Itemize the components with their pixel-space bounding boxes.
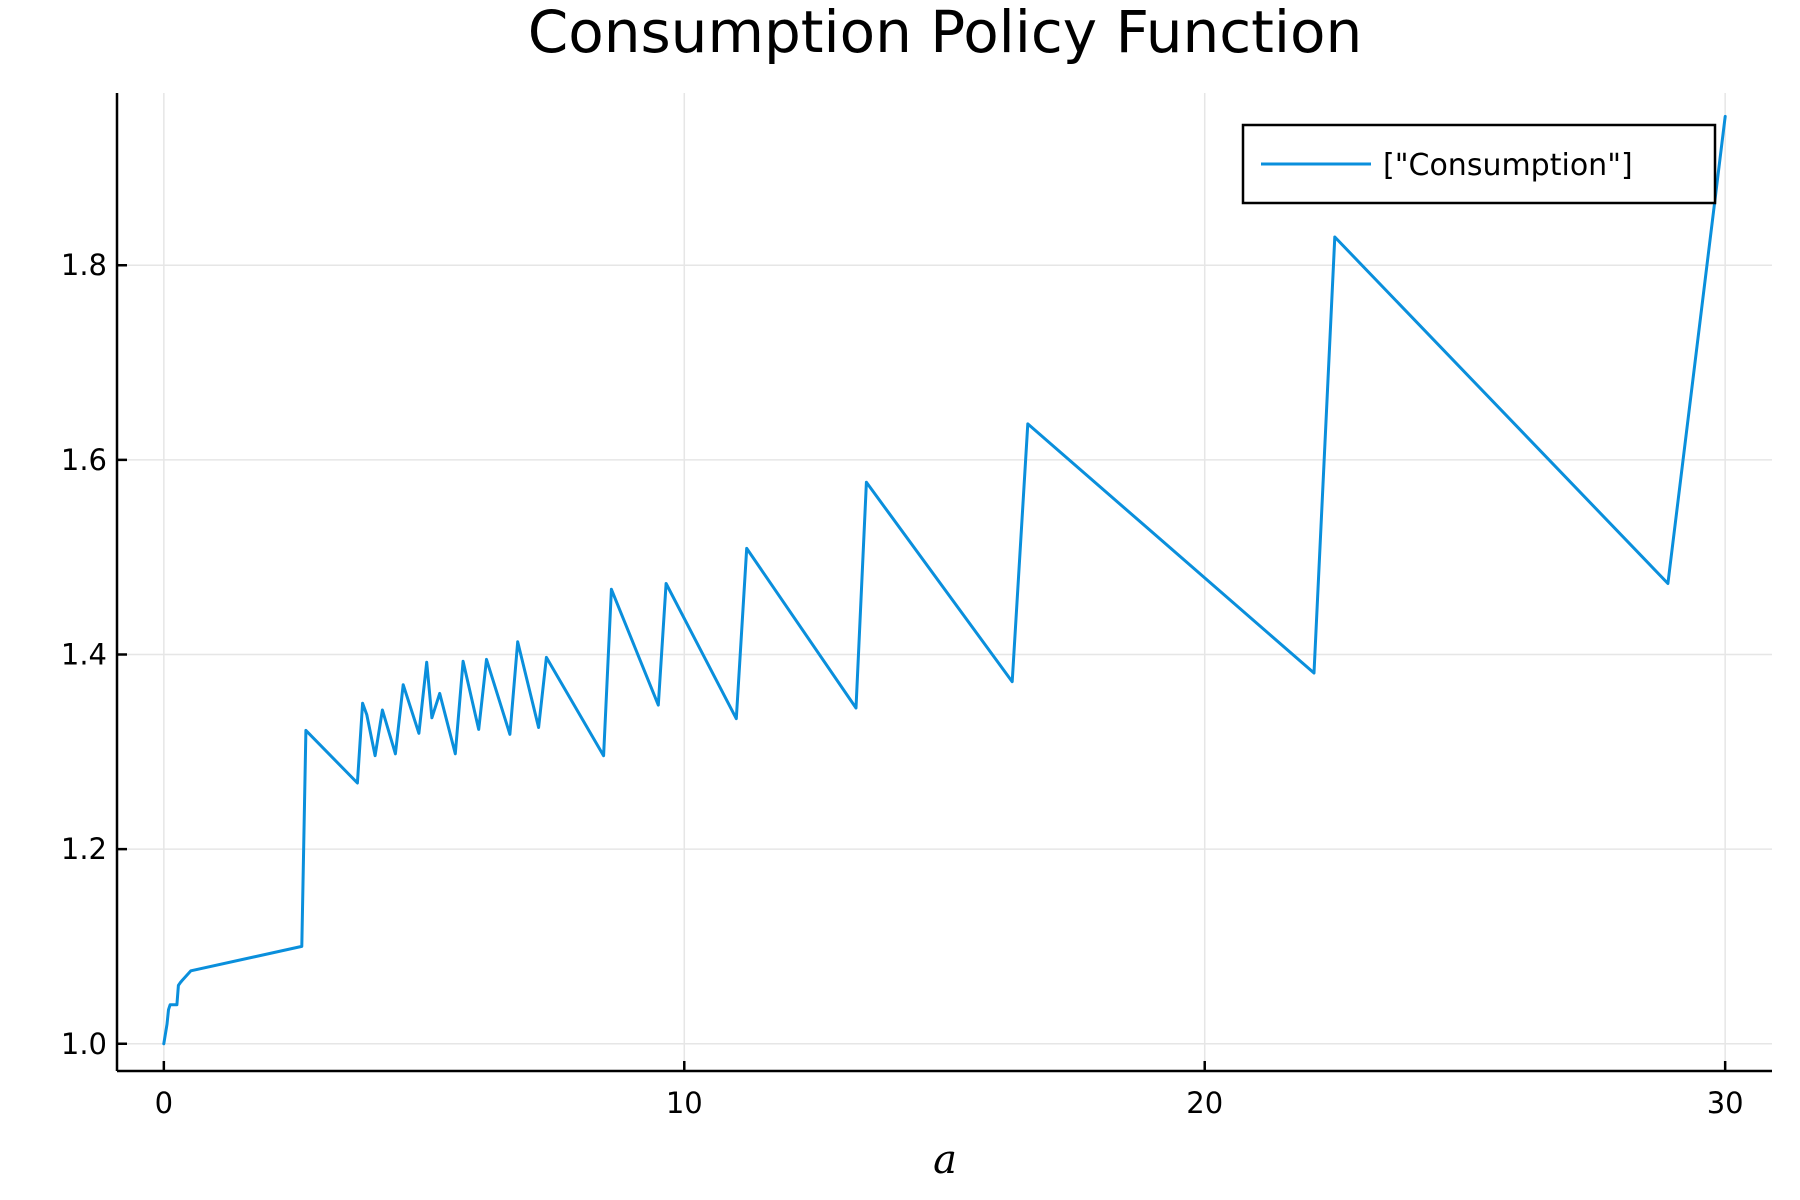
y-tick-label: 1.6 — [61, 443, 107, 477]
y-tick-label: 1.2 — [61, 832, 107, 866]
chart-title: Consumption Policy Function — [528, 0, 1363, 66]
grid-layer — [117, 93, 1772, 1071]
legend: ["Consumption"] — [1241, 123, 1717, 205]
x-tick-label: 0 — [155, 1086, 173, 1120]
axis-layer: 0 10 20 30 1.0 1.2 1.4 1.6 1.8 — [61, 93, 1772, 1120]
x-tick-label: 20 — [1186, 1086, 1223, 1120]
x-tick-label: 30 — [1707, 1086, 1744, 1120]
legend-label: ["Consumption"] — [1383, 148, 1633, 183]
y-tick-label: 1.0 — [61, 1027, 107, 1061]
y-tick-label: 1.4 — [61, 637, 107, 671]
y-tick-label: 1.8 — [61, 248, 107, 282]
x-axis-label: a — [933, 1137, 957, 1183]
consumption-series-line — [162, 114, 1727, 1046]
x-tick-label: 10 — [666, 1086, 703, 1120]
series-layer — [162, 114, 1727, 1046]
